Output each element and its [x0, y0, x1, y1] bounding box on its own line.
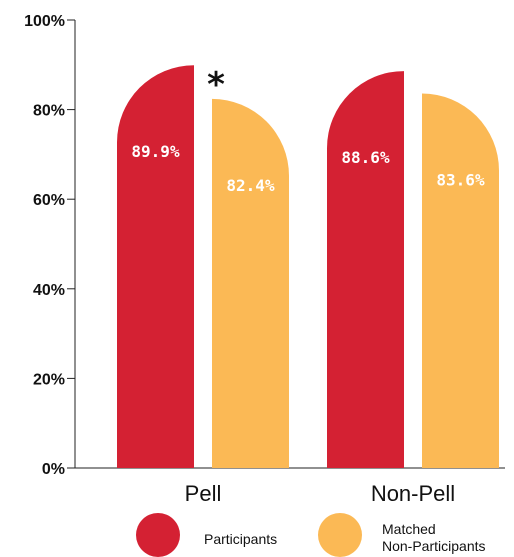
y-tick-label: 60% [33, 192, 65, 209]
bar-non-pell-matched-non-participants [422, 93, 499, 468]
legend-swatch [318, 513, 362, 557]
y-tick-label: 80% [33, 103, 65, 120]
category-label: Non-Pell [371, 481, 455, 506]
y-tick-label: 40% [33, 282, 65, 299]
category-labels: Pell Non-Pell [185, 481, 456, 506]
legend-swatch [136, 513, 180, 557]
bar-non-pell-participants [327, 71, 404, 468]
y-tick-label: 100% [24, 13, 65, 30]
significance-asterisk: * [207, 65, 225, 105]
bars [117, 65, 499, 468]
data-label: 82.4% [226, 176, 275, 195]
data-label: 83.6% [436, 170, 485, 189]
data-label: 88.6% [341, 148, 390, 167]
bar-pell-matched-non-participants [212, 99, 289, 468]
legend-label: Non-Participants [382, 538, 486, 554]
bar-pell-participants [117, 65, 194, 468]
data-label: 89.9% [131, 142, 180, 161]
category-label: Pell [185, 481, 222, 506]
legend-label: Matched [382, 521, 436, 537]
y-tick-label: 0% [42, 461, 65, 478]
legend-label: Participants [204, 531, 277, 547]
y-tick-label: 20% [33, 371, 65, 388]
